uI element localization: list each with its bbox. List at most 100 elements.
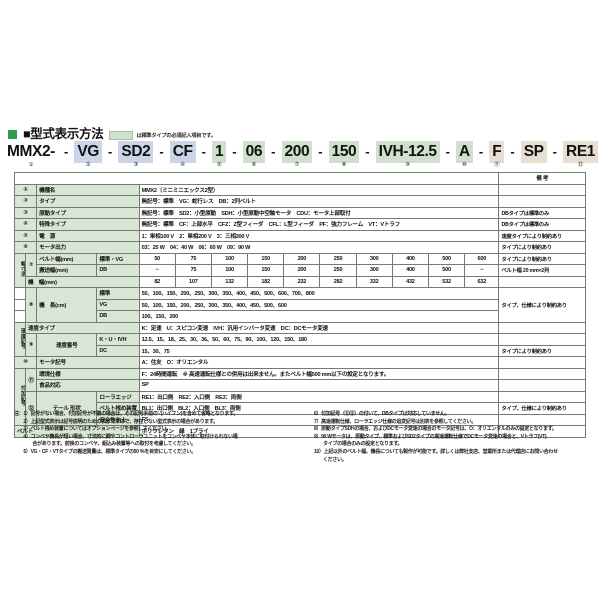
model-code-segment-2[interactable]: VG (74, 141, 102, 163)
row-number: ⑨ (25, 333, 38, 357)
row-sublabel: DB (96, 264, 140, 277)
section-marker-icon (8, 129, 17, 139)
header-spacer (13, 172, 500, 185)
cell-value: 500 (427, 264, 466, 277)
model-code-segment-3[interactable]: SD2 (118, 141, 154, 163)
model-code-segment-10[interactable]: A (456, 141, 473, 163)
row-remark (498, 425, 586, 438)
row-value: 03：25 W 04：40 W 06：60 W 09：90 W (138, 241, 500, 254)
cell-value: 200 (283, 252, 321, 265)
row-number: ④ (13, 218, 38, 231)
row-value: SP (138, 379, 500, 392)
footnote-text: タイプの場合のみの設定となります。 (323, 441, 403, 448)
footnote-line: 6）付加記号（⑪⑫）の付いて、DBタイプは対応していません。 (314, 411, 582, 419)
footnotes-left-column: 注：1）記号がない場合、付加記号が不要の場合は、その記号手前の'-'(ハイフン)… (14, 411, 306, 464)
row-number: ② (13, 195, 38, 208)
row-remark: タイプ、仕様により制約あり (498, 287, 586, 323)
footnote-line: 8）原動タイプSDHの場合、およびDCモータ変速の場合のモータ記号は、O：オリエ… (314, 426, 582, 434)
row-label: 機種名 (36, 183, 140, 196)
row-remark (498, 183, 586, 196)
row-value: 50、100、150、200、250、300、350、400、450、500、6… (138, 287, 500, 300)
cell-value: − (464, 264, 500, 277)
row-remark: タイプにより制約あり (498, 241, 586, 254)
model-code-segment-8[interactable]: 150 (328, 141, 360, 163)
row-label: ベルト (14, 425, 140, 438)
row-remark (498, 275, 586, 288)
legend-note: は標準タイプの必須記入項目です。 (109, 130, 216, 140)
model-code-segment-12[interactable]: SP (520, 141, 547, 163)
cell-value: 75 (174, 264, 212, 277)
cell-value: 250 (319, 252, 357, 265)
row-sublabel: 標準・VG (96, 252, 140, 265)
legend-note-text: は標準タイプの必須記入項目です。 (136, 132, 216, 139)
row-label: テール 形状 (36, 390, 98, 426)
footnote-text: 2）上記型式表示は記号説明のための表示ですので、存在しない型式表示の場合がありま… (23, 418, 218, 425)
row-sublabel: ローラエッジ (96, 390, 140, 403)
group-label-width: 幅寸法 (13, 252, 27, 288)
spacer (13, 298, 27, 311)
model-code-index-⑪: ⑪ (493, 162, 500, 168)
model-code-separator: - (63, 144, 69, 160)
row-value: F：24時間運転 ※ 高速運転仕様との併用は出来ません。またベルト幅500 mm… (138, 367, 500, 380)
model-code-segment-4[interactable]: CF (169, 141, 196, 163)
table-row-motor-code: ⑩ モータ記号 A：住友 O：オリエンタル (13, 356, 586, 369)
row-number: ⑩ (13, 356, 38, 369)
row-label: 機 幅(mm) (25, 275, 140, 288)
row-label: 機 長(cm) (36, 287, 98, 323)
footnotes-right-column: 6）付加記号（⑪⑫）の付いて、DBタイプは対応していません。 7）高速運転仕様、ロ… (314, 411, 582, 464)
cell-value: 75 (174, 252, 212, 265)
table-row-belt-width: 幅寸法 ⑦ ベルト幅(mm) 標準・VG 50 75 100 150 200 2… (13, 252, 586, 288)
row-value: 15、30、75 (138, 344, 500, 357)
model-code-index-row: ① ② ③ ④ ⑤ ⑥ ⑦ ⑧ ⑨ ⑩ ⑪ ⑫ (4, 161, 598, 171)
model-code-index-⑫: ⑫ (577, 162, 584, 168)
footnote-line: 注：2）上記型式表示は記号説明のための表示ですので、存在しない型式表示の場合があ… (14, 419, 306, 427)
table-row-length: ⑧ 機 長(cm) 標準 50、100、150、200、250、300、350、… (13, 287, 586, 323)
row-number: ⑪ (25, 367, 38, 392)
model-code-index-⑧: ⑧ (341, 162, 347, 168)
model-code-segment-7[interactable]: 200 (281, 141, 313, 163)
cell-value: 50 (138, 252, 176, 265)
row-label: 食品対応 (36, 379, 140, 392)
model-code-separator: - (478, 144, 484, 160)
footnote-line: 7）高速運転仕様、ローラエッジ仕様の追変記号は別表を参照してください。 (314, 419, 582, 427)
row-value: 無記号：標準 CF：上部水平 CFZ：Z型フィーダ CFL：L型フィーダ PF：… (138, 218, 500, 231)
model-code-index-④: ④ (180, 162, 186, 168)
model-code-segment-6[interactable]: 06 (242, 141, 266, 163)
footnote-text: 3）ベルト桟め装置についてはオプションページを参照してください。 (23, 426, 171, 433)
row-remark: DBタイプは標準のみ (498, 206, 586, 219)
row-label: 速度番号 (36, 333, 98, 357)
model-code-index-⑤: ⑤ (216, 162, 222, 168)
footnote-text: 4）コンベヤ機長が短い場合、寸法的に脚やコントローラユニットをコンベヤ本体に取付… (23, 433, 238, 440)
footnote-line: 注：合があります。前後のコンベヤ、組込み装置等への取付を考慮してください。 (14, 441, 306, 449)
row-number: ⑤ (13, 229, 38, 242)
row-remark (498, 195, 586, 208)
legend-chip-icon (109, 130, 134, 140)
model-code-segment-5[interactable]: 1 (212, 141, 227, 163)
row-remark: DBタイプは標準のみ (498, 218, 586, 231)
model-code-segment-9[interactable]: IVH-12.5 (375, 141, 440, 163)
table-row-length-db: DB 100、150、200 (13, 310, 586, 323)
model-code-index-⑩: ⑩ (461, 162, 467, 168)
table-row-tail-shape: ⑫ テール 形状 ローラエッジ RE1：出口側 RE2：入口側 RE3：両側 (15, 390, 586, 426)
row-remark: タイプにより制約あり (498, 344, 586, 357)
model-code-index-②: ② (85, 162, 91, 168)
row-number: ① (13, 183, 38, 196)
footnote-text: 9）90 Wモータは、原動タイプ、標準およびSD2タイプの高速運転仕様でDCモー… (314, 433, 547, 440)
row-label: モータ記号 (36, 356, 140, 369)
model-code-separator: - (159, 144, 164, 160)
row-value: 50、100、150、200、250、300、350、400、450、500、6… (138, 298, 500, 311)
cell-value: 500 (427, 252, 466, 265)
cell-value: 282 (319, 275, 357, 288)
model-code-segment-13[interactable]: RE1 (563, 141, 598, 163)
cell-value: 432 (391, 275, 429, 288)
cell-value: 100 (210, 264, 249, 277)
cell-value: 400 (391, 264, 429, 277)
model-code-segment-11[interactable]: F (489, 141, 505, 163)
model-code-segment-1[interactable]: MMX2- (7, 143, 55, 160)
model-code-separator: - (510, 144, 515, 160)
specification-table: 備 考 ① 機種名 MMX2（ミニミニエックス2型） ② タイプ 無記号：標準 … (13, 172, 586, 438)
footnote-line: 10）上記以外のベルト幅、機長についても製作が可能です。詳しくは弊社支店、営業所… (314, 449, 582, 457)
cell-value: 600 (464, 252, 500, 265)
footnote-prefix: 注： (14, 411, 24, 417)
row-label: タイプ (36, 195, 140, 208)
